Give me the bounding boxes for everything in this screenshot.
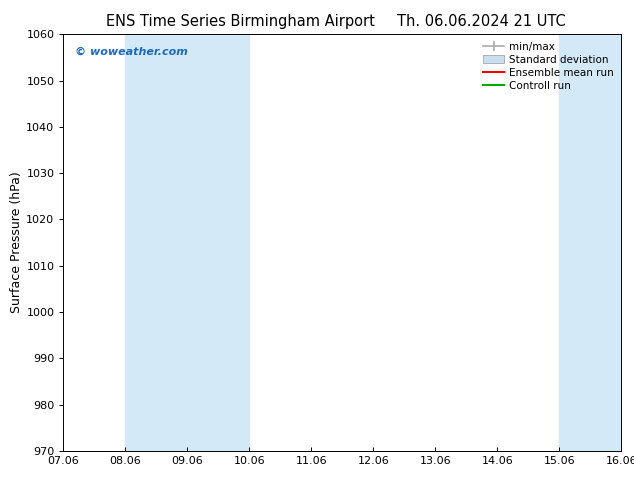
Bar xyxy=(126,34,249,451)
Text: Th. 06.06.2024 21 UTC: Th. 06.06.2024 21 UTC xyxy=(398,14,566,29)
Bar xyxy=(559,34,634,451)
Text: ENS Time Series Birmingham Airport: ENS Time Series Birmingham Airport xyxy=(107,14,375,29)
Text: © woweather.com: © woweather.com xyxy=(75,47,188,57)
Legend: min/max, Standard deviation, Ensemble mean run, Controll run: min/max, Standard deviation, Ensemble me… xyxy=(479,37,618,95)
Y-axis label: Surface Pressure (hPa): Surface Pressure (hPa) xyxy=(11,172,23,314)
